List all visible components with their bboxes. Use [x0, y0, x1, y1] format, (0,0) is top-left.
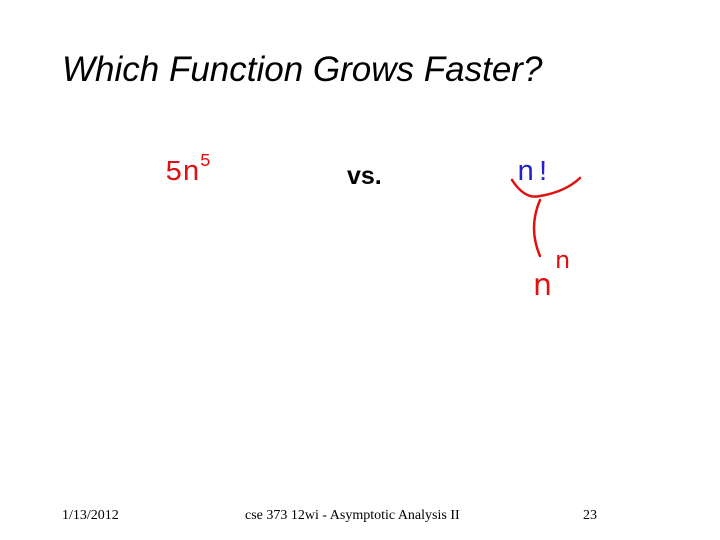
footer-date: 1/13/2012 [62, 508, 119, 523]
left-base: 5n [165, 156, 200, 189]
footer-course: cse 373 12wi - Asymptotic Analysis II [245, 508, 460, 523]
annotation-base: n [533, 268, 553, 303]
brace-stroke [510, 176, 582, 198]
left-exponent: 5 [199, 152, 211, 172]
versus: vs. [347, 162, 382, 190]
left-expression: 5n5 [165, 152, 211, 189]
footer-page: 23 [583, 508, 597, 523]
annotation-exponent: n [555, 246, 571, 274]
bracket-stroke [532, 198, 542, 258]
slide-title: Which Function Grows Faster? [62, 50, 543, 89]
right-expression: n! [517, 156, 552, 189]
